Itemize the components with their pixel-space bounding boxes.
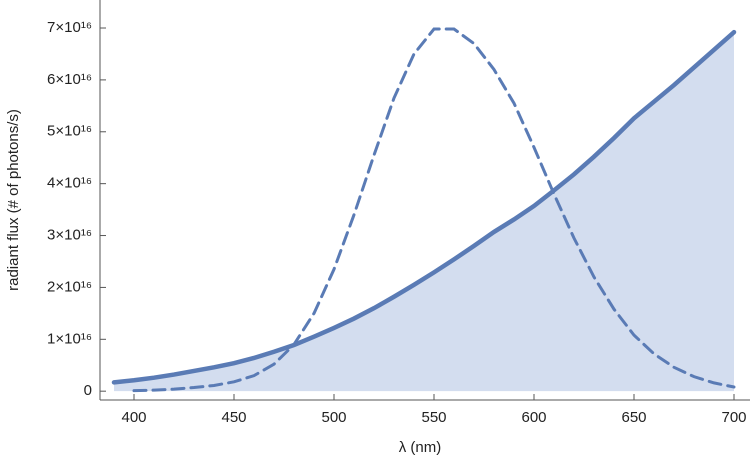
series-line: [111, 29, 737, 385]
y-tick-label: 5×10¹⁶: [47, 123, 92, 140]
y-tick-label: 7×10¹⁶: [47, 19, 92, 36]
y-tick-label: 1×10¹⁶: [47, 330, 92, 347]
x-tick-label: 700: [721, 409, 746, 426]
y-tick-label: 6×10¹⁶: [47, 71, 92, 88]
series-line: [132, 27, 736, 393]
x-tick-label: 500: [321, 409, 346, 426]
x-tick-label: 450: [221, 409, 246, 426]
area-fill: [114, 32, 734, 392]
x-tick-label: 400: [121, 409, 146, 426]
x-axis-label: λ (nm): [399, 439, 442, 456]
plot-area: [111, 27, 737, 393]
x-tick-label: 600: [521, 409, 546, 426]
y-tick-label: 2×10¹⁶: [47, 278, 92, 295]
y-tick-label: 0: [84, 382, 92, 399]
y-axis-label: radiant flux (# of photons/s): [5, 109, 22, 291]
x-tick-label: 550: [421, 409, 446, 426]
y-tick-label: 3×10¹⁶: [47, 227, 92, 244]
x-tick-label: 650: [621, 409, 646, 426]
y-tick-label: 4×10¹⁶: [47, 175, 92, 192]
